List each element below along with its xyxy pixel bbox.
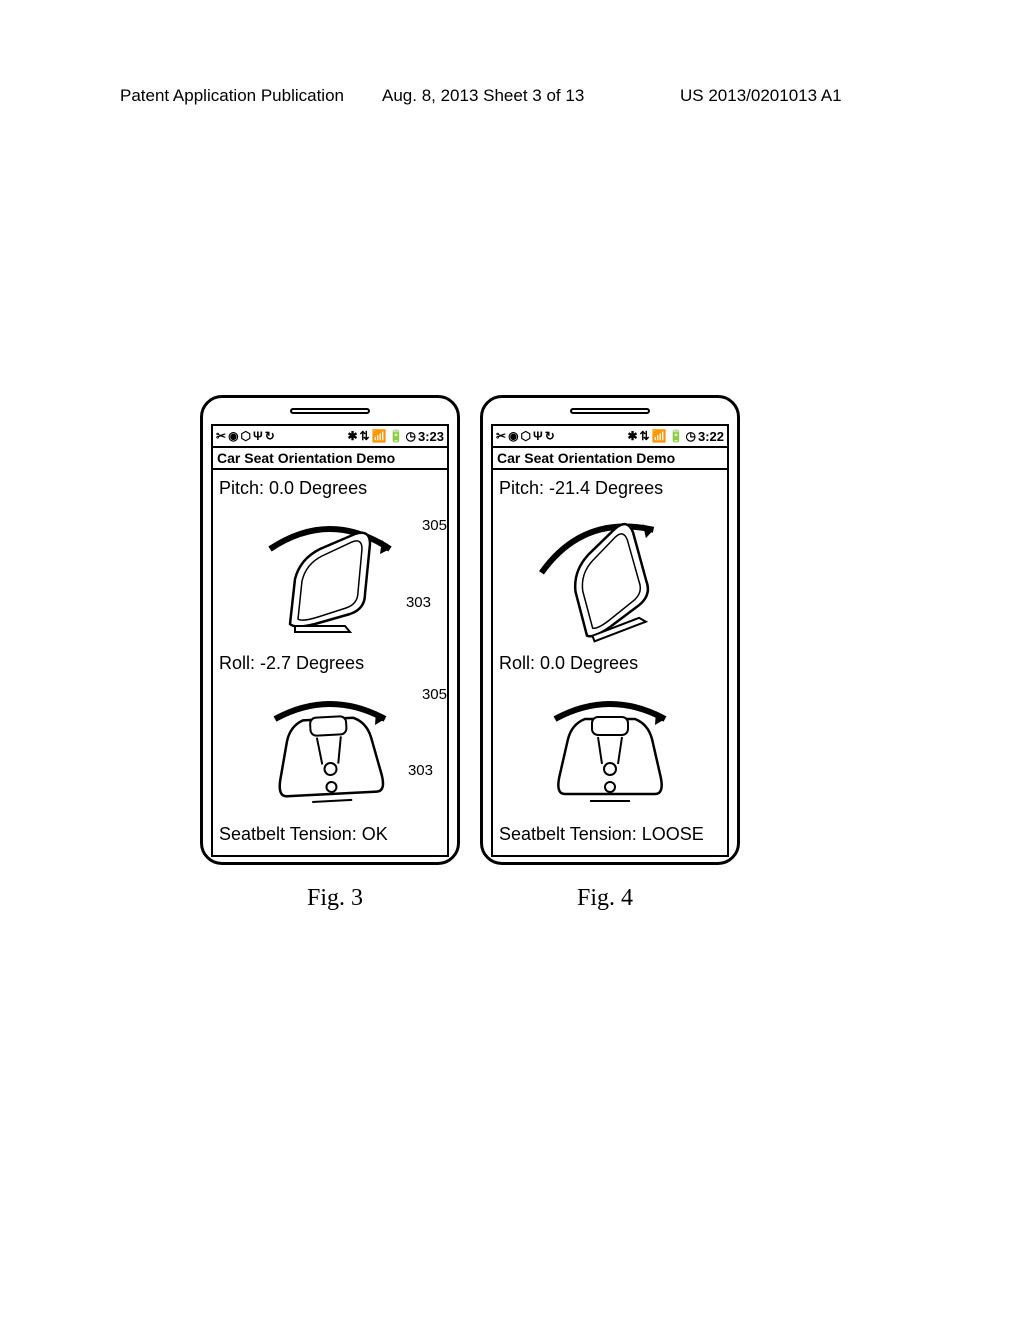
roll-reading: Roll: -2.7 Degrees <box>219 653 441 674</box>
sync-icon: ↻ <box>545 429 555 443</box>
pitch-seat-svg <box>520 504 700 644</box>
phone-speaker <box>290 408 370 414</box>
roll-seat-area: 305 303 <box>219 674 441 824</box>
roll-seat-svg <box>520 679 700 819</box>
header-date-sheet: Aug. 8, 2013 Sheet 3 of 13 <box>382 86 584 106</box>
callout-303-roll: 303 <box>408 762 433 779</box>
status-right-icons: ✱ ⇅ 📶 🔋 ◷ 3:22 <box>627 429 724 444</box>
pitch-seat-svg <box>240 504 420 644</box>
roll-reading: Roll: 0.0 Degrees <box>499 653 721 674</box>
phone-left: ✂ ◉ ⬡ Ψ ↻ ✱ ⇅ 📶 🔋 ◷ 3:23 Car Seat Orient… <box>200 395 460 865</box>
figure-label-3: Fig. 3 <box>307 885 363 912</box>
status-right-icons: ✱ ⇅ 📶 🔋 ◷ 3:23 <box>347 429 444 444</box>
usb-icon: ⬡ <box>241 429 251 443</box>
status-bar: ✂ ◉ ⬡ Ψ ↻ ✱ ⇅ 📶 🔋 ◷ 3:23 <box>213 426 447 448</box>
status-time: 3:23 <box>418 429 444 444</box>
phone-screen: ✂ ◉ ⬡ Ψ ↻ ✱ ⇅ 📶 🔋 ◷ 3:23 Car Seat Orient… <box>211 424 449 857</box>
app-content: Pitch: -21.4 Degrees <box>493 470 727 855</box>
network-icon: ⇅ <box>640 429 650 443</box>
psi-icon: Ψ <box>253 429 263 443</box>
bluetooth-icon: ✱ <box>627 429 637 443</box>
tension-reading: Seatbelt Tension: OK <box>219 824 441 845</box>
battery-icon: 🔋 <box>389 429 404 443</box>
status-left-icons: ✂ ◉ ⬡ Ψ ↻ <box>496 429 555 443</box>
psi-icon: Ψ <box>533 429 543 443</box>
pitch-seat-area <box>499 499 721 649</box>
app-title: Car Seat Orientation Demo <box>493 448 727 470</box>
header-patent-number: US 2013/0201013 A1 <box>680 86 842 106</box>
camera-icon: ◉ <box>228 429 238 443</box>
scissors-icon: ✂ <box>496 429 506 443</box>
roll-seat-area <box>499 674 721 824</box>
pitch-seat-area: 305 303 <box>219 499 441 649</box>
status-bar: ✂ ◉ ⬡ Ψ ↻ ✱ ⇅ 📶 🔋 ◷ 3:22 <box>493 426 727 448</box>
phone-speaker <box>570 408 650 414</box>
app-content: Pitch: 0.0 Degrees <box>213 470 447 855</box>
roll-seat-svg <box>240 679 420 819</box>
pitch-reading: Pitch: 0.0 Degrees <box>219 478 441 499</box>
phone-container: ✂ ◉ ⬡ Ψ ↻ ✱ ⇅ 📶 🔋 ◷ 3:23 Car Seat Orient… <box>200 395 740 865</box>
phone-right: ✂ ◉ ⬡ Ψ ↻ ✱ ⇅ 📶 🔋 ◷ 3:22 Car Seat Orient… <box>480 395 740 865</box>
pitch-reading: Pitch: -21.4 Degrees <box>499 478 721 499</box>
clock-icon: ◷ <box>405 429 415 443</box>
phone-screen: ✂ ◉ ⬡ Ψ ↻ ✱ ⇅ 📶 🔋 ◷ 3:22 Car Seat Orient… <box>491 424 729 857</box>
figure-labels: Fig. 3 Fig. 4 <box>200 885 740 912</box>
status-left-icons: ✂ ◉ ⬡ Ψ ↻ <box>216 429 275 443</box>
sync-icon: ↻ <box>265 429 275 443</box>
bluetooth-icon: ✱ <box>347 429 357 443</box>
network-icon: ⇅ <box>360 429 370 443</box>
callout-305-pitch: 305 <box>422 517 447 534</box>
callout-303-pitch: 303 <box>406 594 431 611</box>
status-time: 3:22 <box>698 429 724 444</box>
signal-icon: 📶 <box>652 429 667 443</box>
app-title: Car Seat Orientation Demo <box>213 448 447 470</box>
battery-icon: 🔋 <box>669 429 684 443</box>
tension-reading: Seatbelt Tension: LOOSE <box>499 824 721 845</box>
signal-icon: 📶 <box>372 429 387 443</box>
clock-icon: ◷ <box>685 429 695 443</box>
scissors-icon: ✂ <box>216 429 226 443</box>
figure-label-4: Fig. 4 <box>577 885 633 912</box>
header-publication: Patent Application Publication <box>120 86 344 106</box>
camera-icon: ◉ <box>508 429 518 443</box>
callout-305-roll: 305 <box>422 686 447 703</box>
usb-icon: ⬡ <box>521 429 531 443</box>
